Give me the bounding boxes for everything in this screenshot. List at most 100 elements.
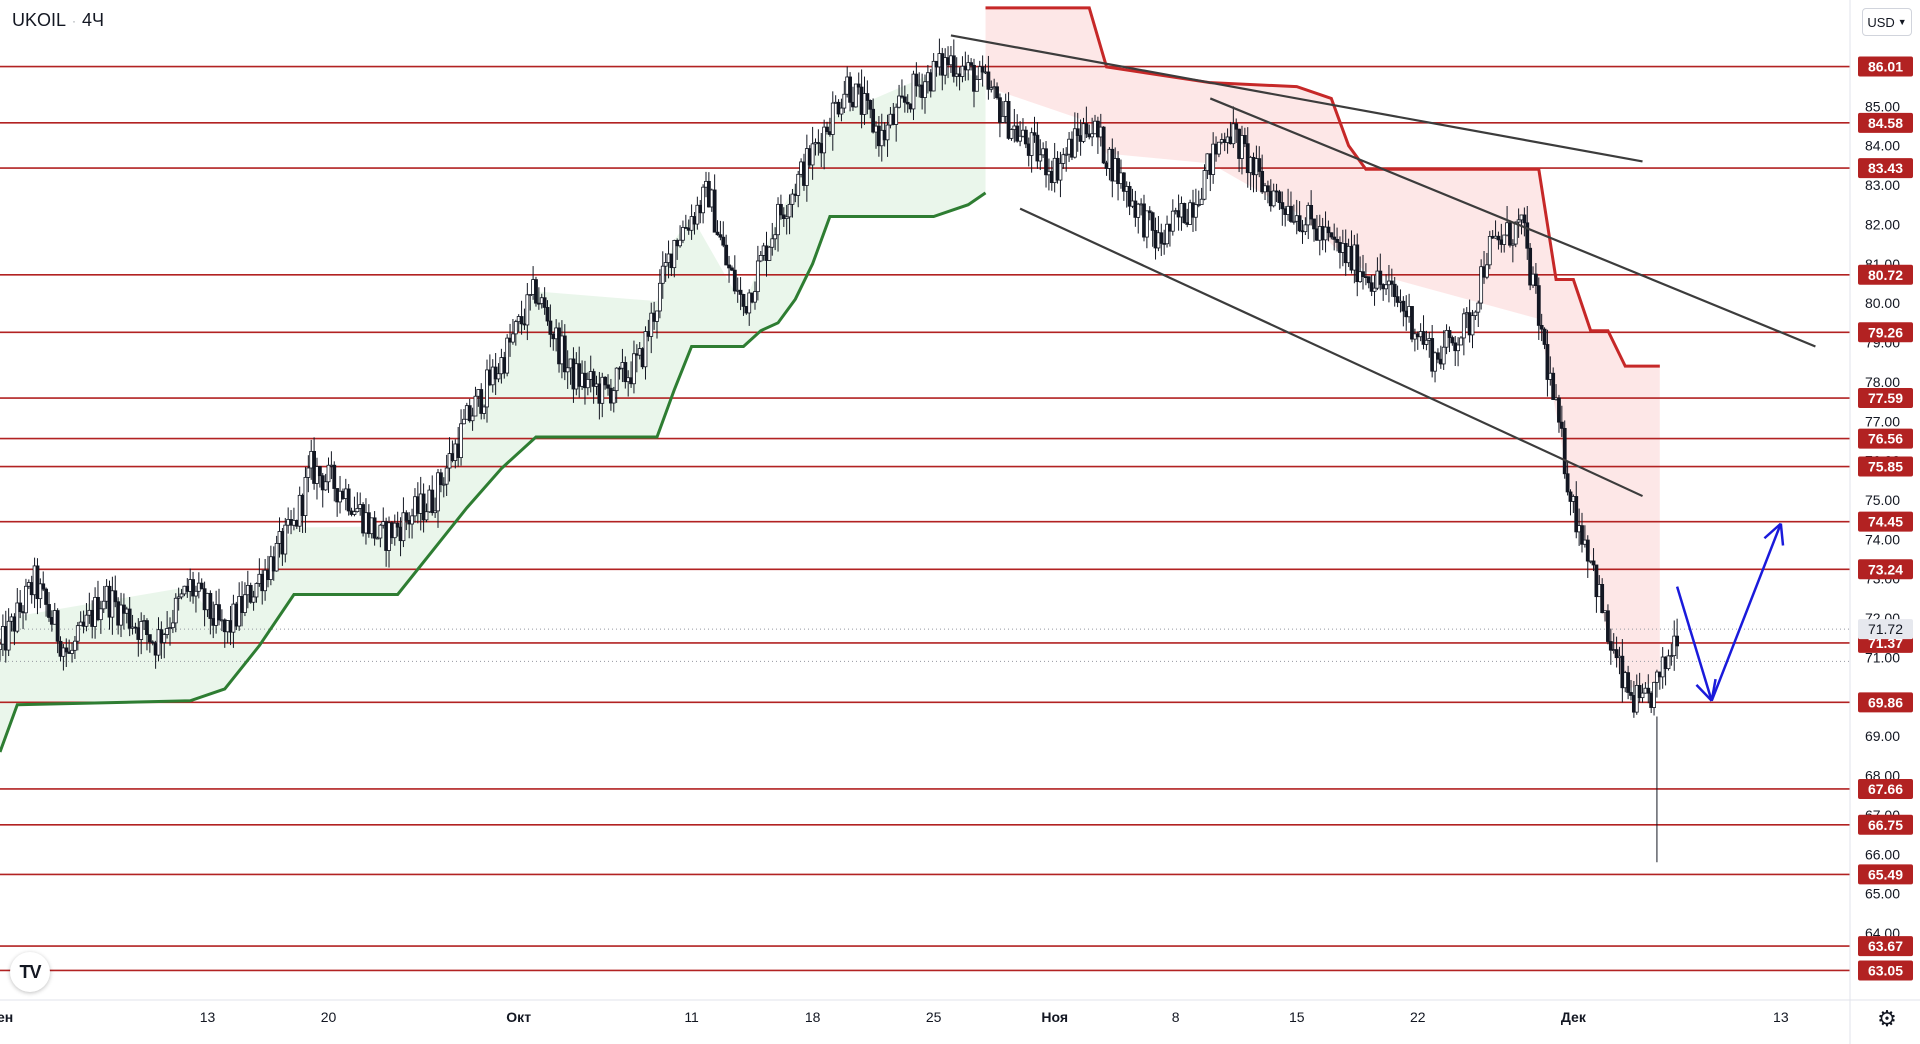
tradingview-logo[interactable]: TV	[10, 952, 50, 992]
candle-body	[623, 362, 628, 383]
y-tick-label: 69.00	[1865, 728, 1900, 744]
candle-body	[1280, 202, 1285, 210]
candle-body	[1044, 148, 1048, 176]
x-tick-label: 18	[805, 1009, 821, 1025]
candle-body	[747, 292, 752, 314]
x-tick-label: 8	[1172, 1009, 1180, 1025]
level-badge	[1858, 936, 1913, 957]
candle-body	[1436, 352, 1440, 360]
candle-body	[695, 204, 700, 225]
candle-body	[853, 83, 858, 108]
candle-body	[352, 511, 357, 515]
candle-body	[248, 585, 253, 603]
candle-body	[998, 97, 1002, 123]
level-badge-label: 83.43	[1868, 160, 1903, 176]
candle-body	[1522, 214, 1527, 224]
x-tick-label: 22	[1410, 1009, 1426, 1025]
candle-body	[44, 588, 49, 605]
candle-body	[923, 81, 927, 98]
symbol-name: UKOIL	[12, 10, 67, 30]
symbol-header[interactable]: UKOIL · 4Ч	[12, 10, 104, 31]
level-badge-label: 69.86	[1868, 694, 1903, 710]
candle-body	[35, 565, 40, 600]
candle-body	[724, 244, 729, 266]
candle-body	[796, 173, 801, 196]
candle-body	[897, 95, 901, 108]
y-tick-label: 66.00	[1865, 846, 1900, 862]
gear-icon[interactable]: ⚙	[1877, 1006, 1897, 1031]
candle-body	[1121, 172, 1126, 192]
level-badge-label: 77.59	[1868, 390, 1903, 406]
candle-body	[1487, 236, 1492, 266]
interval-label[interactable]: 4Ч	[82, 10, 105, 30]
candle-body	[485, 369, 489, 408]
candle-body	[1447, 330, 1452, 338]
candle-body	[672, 240, 677, 269]
chevron-down-icon: ▼	[1897, 17, 1907, 27]
level-badge	[1858, 559, 1913, 580]
candle-body	[444, 467, 449, 485]
candle-body	[1029, 132, 1034, 156]
candle-body	[254, 583, 259, 598]
current-price-label: 71.72	[1868, 621, 1903, 637]
candle-body	[303, 477, 308, 516]
candle-body	[1392, 283, 1397, 298]
candle-body	[1165, 223, 1169, 245]
forecast-arrow-head	[1695, 684, 1713, 702]
candle-body	[1266, 185, 1270, 192]
level-badge-label: 86.01	[1868, 59, 1903, 75]
candle-body	[511, 333, 515, 343]
candle-body	[1557, 397, 1561, 423]
candle-body	[441, 483, 446, 486]
y-tick-label: 78.00	[1865, 374, 1900, 390]
x-tick-label: 25	[926, 1009, 942, 1025]
candle-body	[1580, 525, 1584, 545]
candle-body	[966, 62, 971, 71]
y-tick-label: 71.00	[1865, 649, 1900, 665]
candle-body	[127, 608, 132, 629]
candle-body	[263, 569, 268, 592]
candle-body	[317, 466, 322, 477]
candle-body	[1159, 232, 1164, 244]
forecast-arrow	[1710, 523, 1783, 702]
candle-body	[170, 622, 175, 629]
candle-body	[825, 126, 829, 132]
candle-body	[839, 107, 844, 115]
candle-body	[773, 234, 778, 240]
candle-body	[404, 512, 409, 521]
candle-body	[519, 316, 524, 325]
candle-body	[283, 524, 288, 555]
candle-body	[732, 269, 737, 292]
candle-body	[0, 643, 2, 651]
candle-body	[1539, 325, 1544, 330]
candle-body	[1058, 163, 1063, 181]
candle-body	[1075, 128, 1080, 136]
candle-body	[830, 102, 835, 135]
candle-body	[1271, 190, 1276, 207]
candle-body	[1291, 220, 1296, 223]
level-badge	[1858, 158, 1913, 179]
logo-text: TV	[19, 961, 41, 982]
x-tick-label: Сен	[0, 1009, 13, 1025]
candle-body	[565, 367, 570, 373]
candle-body	[1084, 123, 1089, 135]
currency-selector[interactable]: USD ▼	[1862, 8, 1912, 36]
candle-body	[1441, 346, 1446, 365]
y-tick-label: 65.00	[1865, 886, 1900, 902]
candle-body	[1196, 204, 1201, 206]
level-badge	[1858, 322, 1913, 343]
candle-body	[1064, 153, 1069, 156]
candle-body	[1444, 330, 1449, 348]
candle-body	[421, 493, 426, 521]
candle-body	[1061, 154, 1066, 164]
candle-body	[712, 189, 717, 233]
level-badge	[1858, 388, 1913, 409]
level-badge-label: 84.58	[1868, 115, 1903, 131]
candle-body	[1035, 134, 1040, 162]
candle-body	[1508, 222, 1512, 246]
x-tick-label: 13	[200, 1009, 216, 1025]
level-badge-label: 73.24	[1868, 561, 1903, 577]
candle-body	[1510, 243, 1515, 246]
candle-body	[701, 186, 706, 214]
